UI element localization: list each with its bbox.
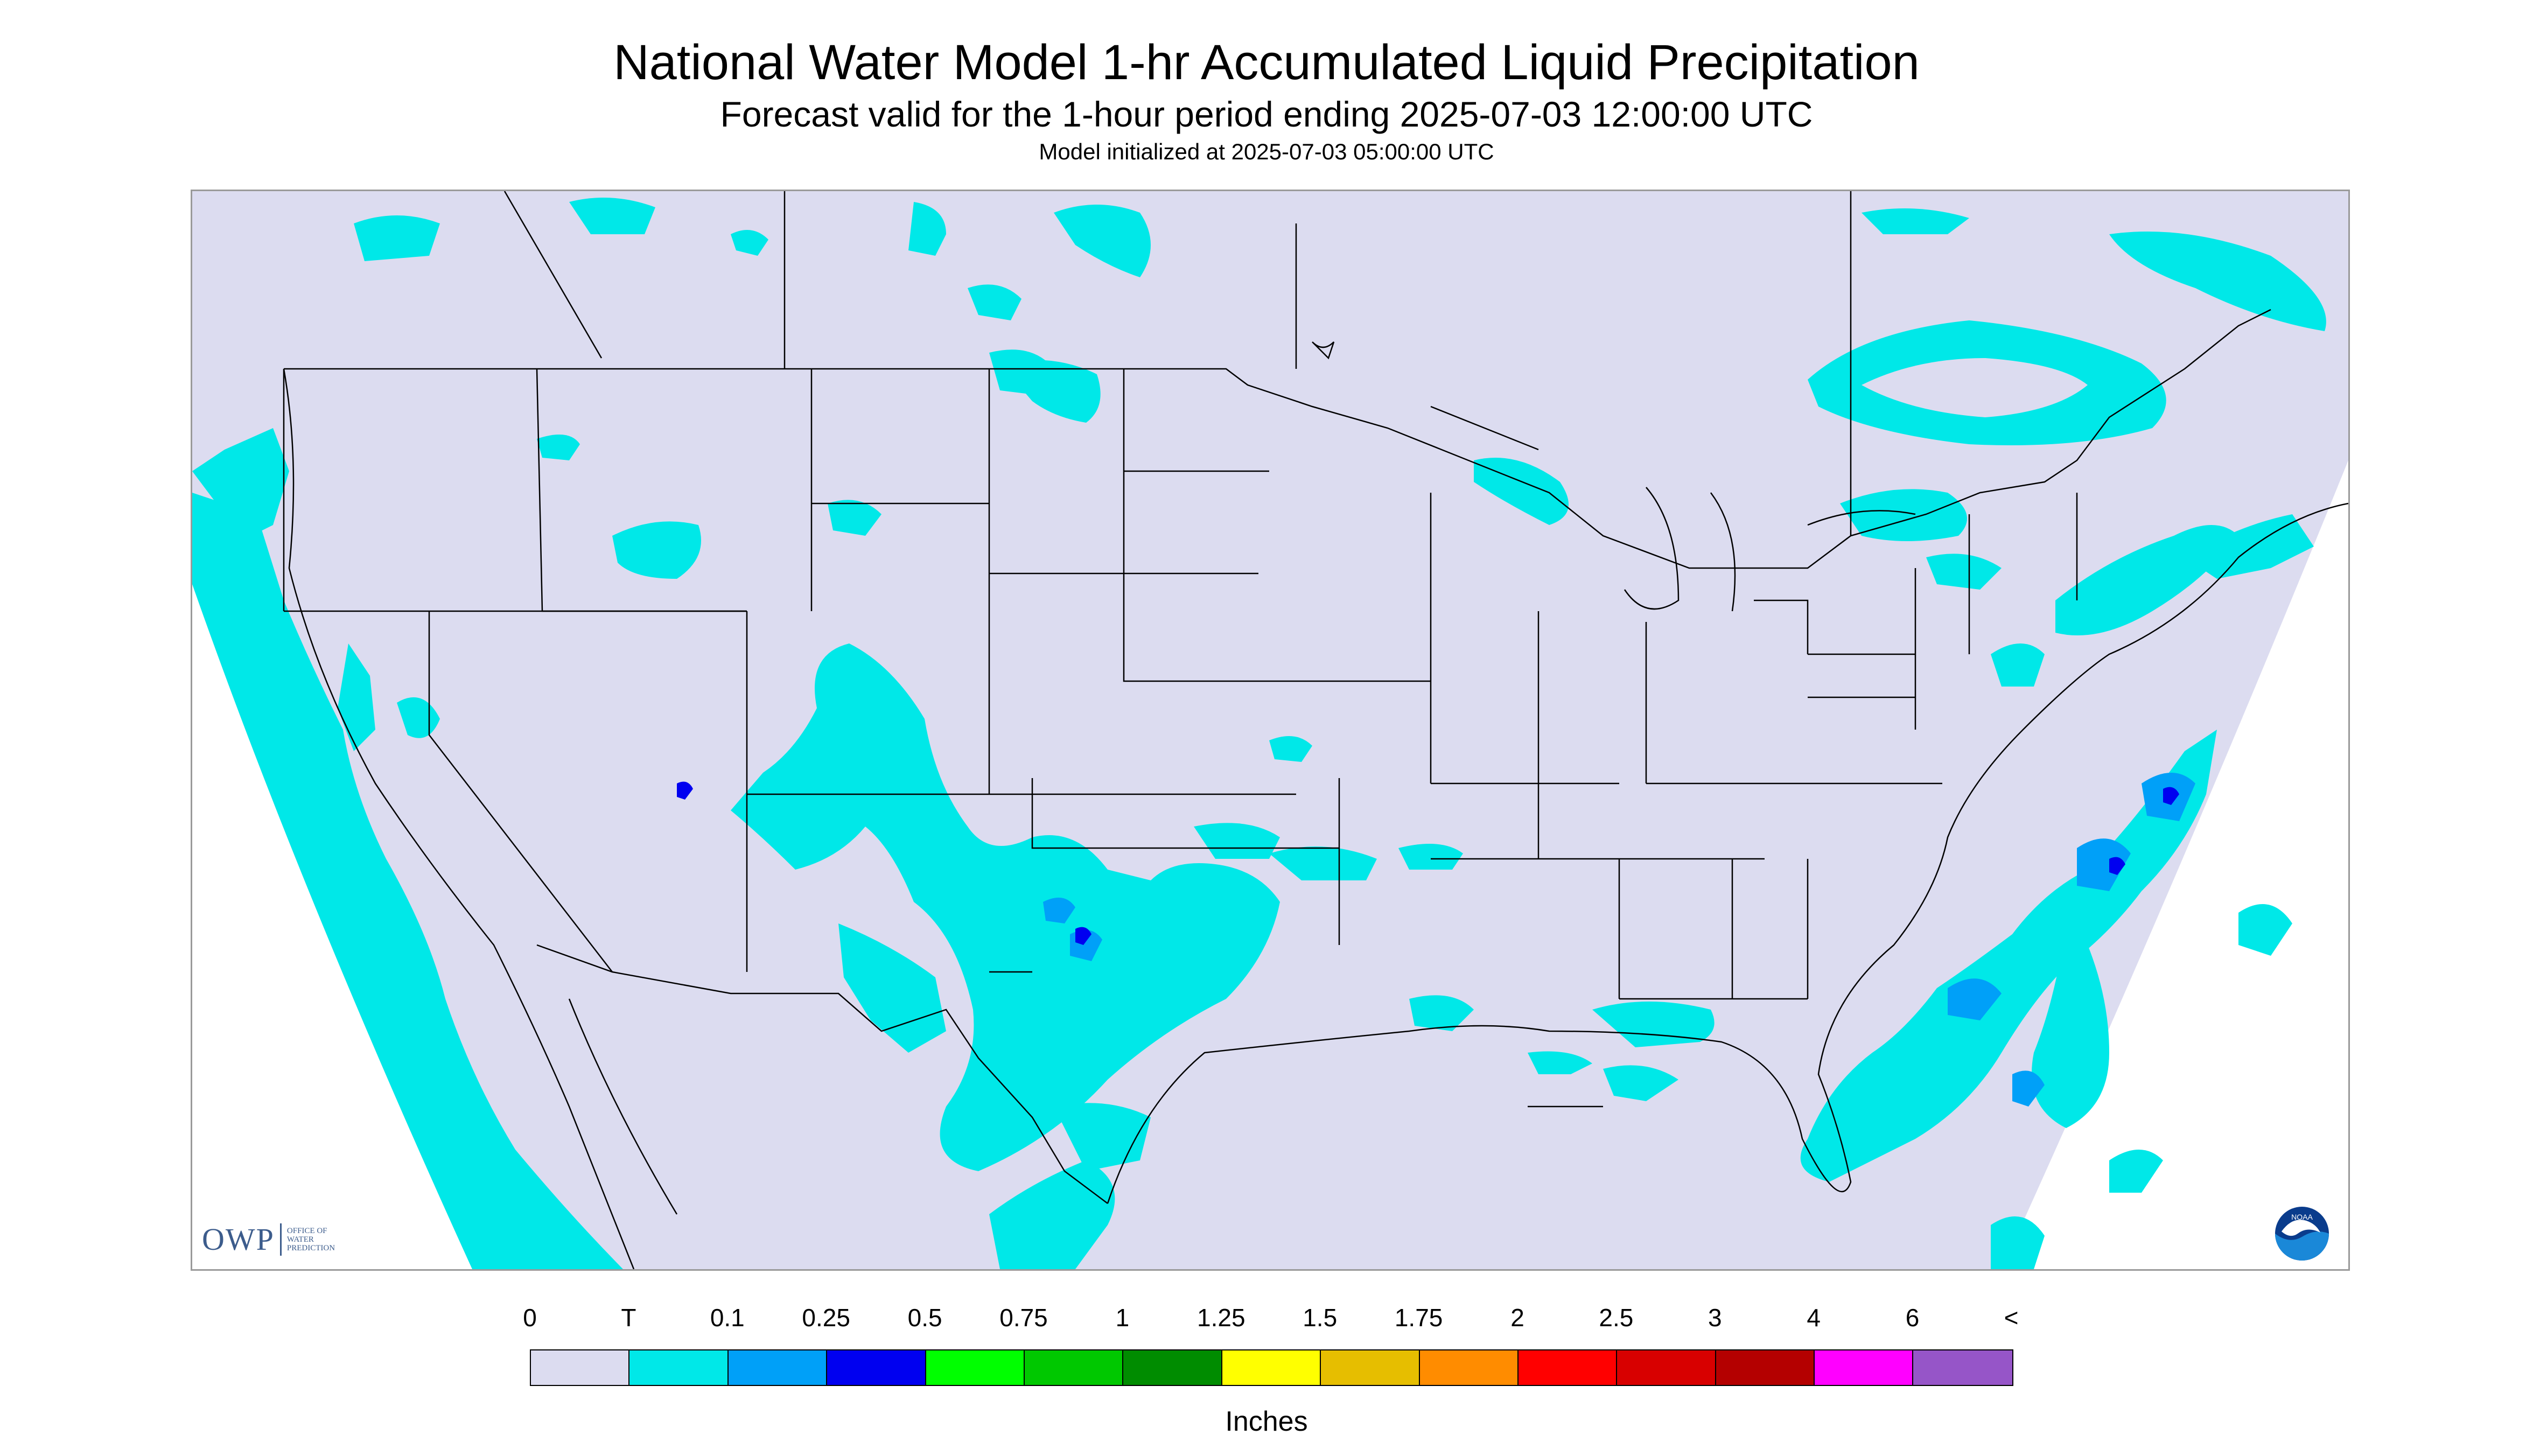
legend-swatch (1716, 1350, 1815, 1385)
legend-tick-label: 3 (1708, 1304, 1722, 1332)
legend-swatch (728, 1350, 828, 1385)
owp-sub-line: OFFICE OF (286, 1226, 327, 1235)
legend-tick-labels: 0 T 0.1 0.25 0.5 0.75 1 1.25 1.5 1.75 2 2.5 3 4 6 < (523, 1303, 2019, 1341)
owp-logo: OWP OFFICE OF WATER PREDICTION (202, 1221, 335, 1257)
legend-tick-label: 0.5 (907, 1304, 942, 1332)
legend-swatch (1222, 1350, 1321, 1385)
legend-units-label: Inches (1225, 1406, 1308, 1437)
legend-swatch (629, 1350, 729, 1385)
owp-logo-divider (279, 1223, 282, 1256)
legend-tick-label: 0.25 (802, 1304, 850, 1332)
legend-swatch (1815, 1350, 1914, 1385)
precip-trace-areas (192, 198, 2326, 1269)
legend-swatch (1123, 1350, 1222, 1385)
map-subtitle: Forecast valid for the 1-hour period end… (720, 94, 1813, 134)
precip-heavy-areas (677, 781, 2179, 945)
owp-sub-line: WATER (286, 1235, 314, 1244)
owp-logo-text: OWP (202, 1222, 275, 1257)
legend-tick-label: 2 (1510, 1304, 1524, 1332)
legend-swatch (1024, 1350, 1124, 1385)
legend-tick-label: < (2004, 1304, 2019, 1332)
owp-logo-subtext: OFFICE OF WATER PREDICTION (287, 1227, 335, 1252)
map-domain (192, 191, 2348, 1269)
legend-tick-label: 0 (523, 1304, 537, 1332)
legend-tick-label: 1.75 (1394, 1304, 1443, 1332)
legend-color-bar (530, 1349, 2013, 1386)
legend-swatch (1617, 1350, 1716, 1385)
legend-swatch (926, 1350, 1025, 1385)
legend-swatch (1913, 1350, 2012, 1385)
legend-swatch (827, 1350, 926, 1385)
noaa-logo: NOAA (2275, 1207, 2329, 1261)
legend-tick-label: 1.25 (1197, 1304, 1245, 1332)
map-canvas (192, 191, 2348, 1269)
legend-tick-label: 0.75 (999, 1304, 1048, 1332)
legend-tick-label: 1.5 (1303, 1304, 1338, 1332)
noaa-logo-text: NOAA (2291, 1213, 2313, 1221)
precipitation-map[interactable]: OWP OFFICE OF WATER PREDICTION NOAA (191, 190, 2350, 1271)
legend-tick-label: 1 (1115, 1304, 1130, 1332)
model-init-line: Model initialized at 2025-07-03 05:00:00… (1039, 139, 1494, 164)
legend-swatch (1518, 1350, 1618, 1385)
legend-swatch (1419, 1350, 1519, 1385)
map-title: National Water Model 1-hr Accumulated Li… (613, 35, 1920, 90)
legend-tick-label: T (621, 1304, 636, 1332)
legend-tick-label: 0.1 (710, 1304, 745, 1332)
legend-tick-label: 2.5 (1599, 1304, 1634, 1332)
legend-tick-label: 4 (1807, 1304, 1821, 1332)
legend-swatch (1321, 1350, 1420, 1385)
legend-tick-label: 6 (1905, 1304, 1920, 1332)
owp-sub-line: PREDICTION (286, 1243, 335, 1252)
legend-swatch (531, 1350, 630, 1385)
political-boundaries (283, 191, 2348, 1269)
